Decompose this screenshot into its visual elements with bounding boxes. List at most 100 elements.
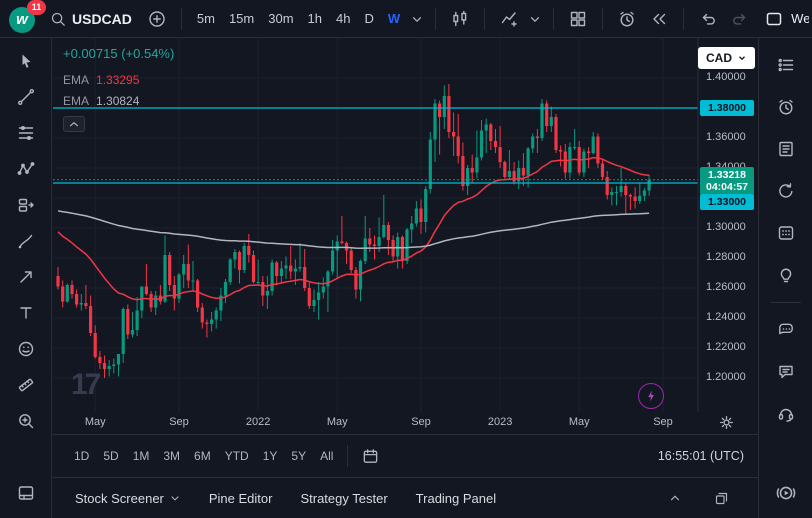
bottom-panel: Stock Screener Pine Editor Strategy Test…: [53, 477, 758, 518]
time-axis-label[interactable]: Sep: [404, 416, 438, 428]
lightbulb-icon[interactable]: [771, 260, 801, 290]
tab-pine-editor[interactable]: Pine Editor: [209, 491, 273, 506]
range-all[interactable]: All: [313, 445, 340, 467]
toolbar-divider: [683, 8, 684, 30]
right-sidebar: [758, 38, 812, 518]
last-price: 1.33218: [700, 169, 754, 181]
chart-area[interactable]: 1.400001.360001.340001.300001.280001.260…: [53, 38, 758, 412]
time-axis-label[interactable]: Sep: [162, 416, 196, 428]
cropped-text-fragment: We: [791, 11, 809, 26]
sparkle-ai-icon[interactable]: [638, 383, 664, 409]
interval-chevron-icon[interactable]: [408, 4, 426, 34]
trend-line-icon[interactable]: [9, 82, 43, 112]
timeframe-5m[interactable]: 5m: [191, 7, 221, 30]
maximize-icon: [714, 491, 729, 506]
undo-icon[interactable]: [693, 4, 723, 34]
tab-strategy-tester[interactable]: Strategy Tester: [300, 491, 387, 506]
time-axis-label[interactable]: May: [562, 416, 596, 428]
time-axis[interactable]: May Sep 2022 May Sep 2023 May Sep: [53, 412, 758, 434]
streams-icon[interactable]: [771, 478, 801, 508]
gear-icon: [719, 415, 734, 430]
emoji-icon[interactable]: [9, 334, 43, 364]
indicator-ema-slow[interactable]: EMA 1.30824: [63, 90, 174, 111]
calendar-grid-icon[interactable]: [771, 218, 801, 248]
forecast-icon[interactable]: [9, 190, 43, 220]
price-line-label: 1.33000: [700, 194, 754, 210]
chats-icon[interactable]: [771, 315, 801, 345]
alerts-icon[interactable]: [771, 92, 801, 122]
refresh-icon[interactable]: [771, 176, 801, 206]
indicators-icon[interactable]: [494, 4, 524, 34]
price-tick: 1.36000: [706, 131, 746, 143]
symbol-search-button[interactable]: USDCAD: [42, 7, 140, 31]
time-axis-label[interactable]: Sep: [646, 416, 680, 428]
news-icon[interactable]: [771, 134, 801, 164]
currency-selector[interactable]: CAD: [698, 47, 755, 69]
window-frame-icon: [764, 10, 784, 28]
compare-add-icon[interactable]: [142, 4, 172, 34]
tab-trading-panel[interactable]: Trading Panel: [416, 491, 496, 506]
redo-icon[interactable]: [725, 4, 755, 34]
range-5y[interactable]: 5Y: [284, 445, 313, 467]
support-icon[interactable]: [771, 399, 801, 429]
window-icon[interactable]: [759, 4, 789, 34]
go-to-date-icon[interactable]: [355, 441, 385, 471]
range-1m[interactable]: 1M: [126, 445, 157, 467]
comments-icon[interactable]: [771, 357, 801, 387]
alert-clock-icon[interactable]: [612, 4, 642, 34]
timeframe-1h[interactable]: 1h: [302, 7, 328, 30]
watchlist-icon[interactable]: [771, 50, 801, 80]
chart-style-candles-icon[interactable]: [445, 4, 475, 34]
timeframe-4h[interactable]: 4h: [330, 7, 356, 30]
panel-expand-icon[interactable]: [660, 483, 690, 513]
tab-stock-screener[interactable]: Stock Screener: [75, 491, 181, 506]
timeframe-15m[interactable]: 15m: [223, 7, 260, 30]
zoom-icon[interactable]: [9, 406, 43, 436]
range-5d[interactable]: 5D: [96, 445, 125, 467]
time-axis-label[interactable]: May: [320, 416, 354, 428]
indicators-zigzag-icon: [500, 10, 518, 28]
price-scale[interactable]: 1.400001.360001.340001.300001.280001.260…: [698, 38, 758, 412]
redo-arrow-icon: [731, 10, 749, 28]
timeframe-1w[interactable]: W: [382, 7, 406, 30]
cursor-icon[interactable]: [9, 46, 43, 76]
indicators-chevron-icon[interactable]: [526, 4, 544, 34]
indicator-ema-fast[interactable]: EMA 1.33295: [63, 69, 174, 90]
lightning-icon: [644, 389, 658, 403]
fib-retracement-icon[interactable]: [9, 118, 43, 148]
replay-icon[interactable]: [644, 4, 674, 34]
chevron-down-icon: [528, 12, 542, 26]
layout-grid-icon[interactable]: [563, 4, 593, 34]
toolbar-divider: [484, 8, 485, 30]
legend-collapse-button[interactable]: [63, 116, 85, 132]
notification-count-badge[interactable]: 11: [27, 0, 46, 15]
range-6m[interactable]: 6M: [187, 445, 218, 467]
tradingview-logo[interactable]: w 11: [6, 2, 40, 36]
toolbar-divider: [553, 8, 554, 30]
time-axis-label[interactable]: 2022: [241, 416, 275, 428]
time-axis-label[interactable]: 2023: [483, 416, 517, 428]
range-3m[interactable]: 3M: [156, 445, 187, 467]
top-toolbar: w 11 USDCAD 5m 15m 30m 1h 4h D W: [0, 0, 812, 38]
object-tree-icon[interactable]: [9, 478, 43, 508]
timeframe-1d[interactable]: D: [358, 7, 379, 30]
symbol-name: USDCAD: [72, 11, 132, 27]
time-axis-label[interactable]: May: [78, 416, 112, 428]
range-ytd[interactable]: YTD: [218, 445, 256, 467]
utc-clock[interactable]: 16:55:01 (UTC): [658, 449, 744, 463]
range-1d[interactable]: 1D: [67, 445, 96, 467]
timeframe-30m[interactable]: 30m: [262, 7, 299, 30]
settings-gear-icon[interactable]: [719, 415, 734, 433]
sidebar-divider: [771, 302, 801, 303]
calendar-icon: [362, 448, 379, 465]
range-1y[interactable]: 1Y: [256, 445, 285, 467]
arrow-marker-icon[interactable]: [9, 262, 43, 292]
text-tool-icon[interactable]: [9, 298, 43, 328]
chevron-down-icon: [169, 492, 181, 504]
panel-maximize-icon[interactable]: [706, 483, 736, 513]
price-tick: 1.22000: [706, 341, 746, 353]
price-tick: 1.28000: [706, 251, 746, 263]
xabcd-pattern-icon[interactable]: [9, 154, 43, 184]
ruler-icon[interactable]: [9, 370, 43, 400]
brush-icon[interactable]: [9, 226, 43, 256]
